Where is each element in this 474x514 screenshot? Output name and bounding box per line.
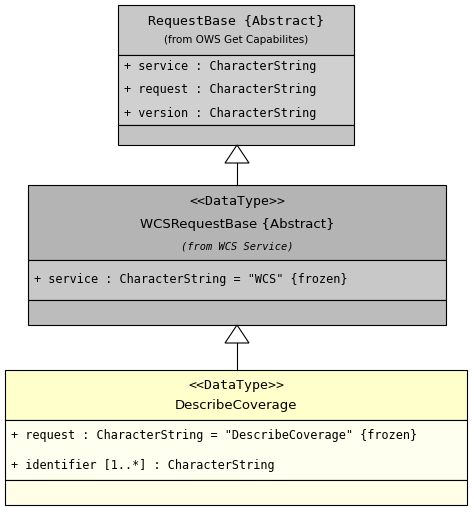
Bar bbox=[5, 480, 467, 505]
Text: <<DataType>>: <<DataType>> bbox=[188, 379, 284, 393]
Text: + request : CharacterString: + request : CharacterString bbox=[124, 83, 316, 97]
Polygon shape bbox=[225, 145, 249, 163]
Bar bbox=[118, 5, 354, 55]
Bar bbox=[5, 420, 467, 480]
Text: WCSRequestBase {Abstract}: WCSRequestBase {Abstract} bbox=[140, 218, 334, 231]
Bar bbox=[28, 300, 446, 325]
Text: DescribeCoverage: DescribeCoverage bbox=[175, 398, 297, 412]
Bar bbox=[28, 260, 446, 300]
Bar bbox=[118, 55, 354, 125]
Text: + identifier [1..*] : CharacterString: + identifier [1..*] : CharacterString bbox=[11, 458, 274, 471]
Text: RequestBase {Abstract}: RequestBase {Abstract} bbox=[148, 14, 324, 28]
Text: (from WCS Service): (from WCS Service) bbox=[181, 242, 293, 251]
Text: + service : CharacterString: + service : CharacterString bbox=[124, 60, 316, 73]
Bar bbox=[5, 370, 467, 420]
Polygon shape bbox=[225, 325, 249, 343]
Text: (from OWS Get Capabilites): (from OWS Get Capabilites) bbox=[164, 35, 308, 45]
Text: + service : CharacterString = "WCS" {frozen}: + service : CharacterString = "WCS" {fro… bbox=[34, 273, 347, 286]
Bar bbox=[28, 185, 446, 260]
Text: + request : CharacterString = "DescribeCoverage" {frozen}: + request : CharacterString = "DescribeC… bbox=[11, 429, 417, 442]
Bar bbox=[118, 125, 354, 145]
Text: + version : CharacterString: + version : CharacterString bbox=[124, 107, 316, 120]
Text: <<DataType>>: <<DataType>> bbox=[189, 195, 285, 208]
